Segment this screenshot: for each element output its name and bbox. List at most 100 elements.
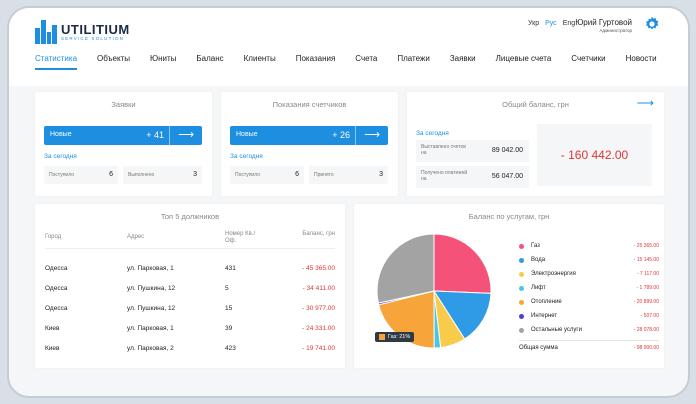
pie-slice-1[interactable] (433, 290, 492, 340)
row-city: Одесса (45, 285, 68, 292)
lang-ukr[interactable]: Укр (528, 20, 540, 27)
table-row[interactable]: Киев ул. Парковая, 2 423 - 19 741.00 (35, 340, 345, 360)
tab-clients[interactable]: Клиенты (243, 54, 276, 63)
bar-value: + 41 (146, 130, 164, 140)
row-number: 15 (225, 305, 233, 312)
legend-item[interactable]: Электроэнергия - 7 117.00 (519, 270, 659, 282)
col-address: Адрес (127, 234, 145, 240)
user-info[interactable]: Юрий Гуртовой Администратор (575, 18, 632, 33)
card-title: Общий баланс, грн (502, 100, 569, 109)
legend-item[interactable]: Вода - 15 145.00 (519, 256, 659, 268)
legend-value: - 1 789.00 (636, 285, 659, 291)
row-address: ул. Пушкина, 12 (127, 285, 176, 292)
table-row[interactable]: Одесса ул. Парковая, 1 431 - 45 365.00 (35, 260, 345, 280)
row-city: Киев (45, 345, 60, 352)
app-window: UTILITIUM SERVICE SOLUTION Укр Рус Eng Ю… (7, 6, 690, 398)
gear-icon[interactable] (644, 16, 660, 32)
lang-eng[interactable]: Eng (562, 20, 576, 27)
row-address: ул. Парковая, 1 (127, 325, 174, 332)
row-address: ул. Парковая, 1 (127, 265, 174, 272)
received-stat: Поступило 6 (44, 166, 118, 184)
paid-value: 56 047.00 (491, 173, 523, 180)
col-city: Город (45, 234, 62, 240)
tab-meters[interactable]: Счетчики (571, 54, 606, 63)
bar-label: Новые (236, 131, 258, 138)
new-requests-bar[interactable]: Новые + 41 ⟶ (44, 126, 202, 145)
total-row: Общая сумма - 98 900.00 (519, 344, 659, 356)
legend-value: - 20 899.00 (633, 299, 659, 305)
tab-readings[interactable]: Показания (295, 54, 336, 63)
brand-subtitle: SERVICE SOLUTION (61, 35, 125, 41)
tab-statistics[interactable]: Статистика (35, 54, 78, 70)
row-number: 423 (225, 345, 236, 352)
row-address: ул. Пушкина, 12 (127, 305, 176, 312)
tab-requests[interactable]: Заявки (449, 54, 476, 63)
table-row[interactable]: Киев ул. Парковая, 1 39 - 24 331.00 (35, 320, 345, 340)
logo[interactable]: UTILITIUM SERVICE SOLUTION (35, 20, 130, 44)
legend-label: Лифт (531, 285, 546, 291)
legend-item[interactable]: Остальные услуги - 28 078.00 (519, 326, 659, 338)
legend-value: - 25 365.00 (633, 243, 659, 249)
stat-value: 3 (379, 171, 383, 178)
total-value: - 98 900.00 (633, 345, 659, 351)
table-row[interactable]: Одесса ул. Пушкина, 12 5 - 34 411.00 (35, 280, 345, 300)
stat-value: 6 (295, 171, 299, 178)
legend-dot (519, 300, 524, 305)
pie-slice-0[interactable] (433, 233, 492, 294)
legend-item[interactable]: Газ - 25 365.00 (519, 242, 659, 254)
bar-value: + 26 (332, 130, 350, 140)
main-nav: Статистика Объекты Юниты Баланс Клиенты … (35, 54, 677, 70)
row-balance: - 24 331.00 (302, 325, 335, 332)
tab-objects[interactable]: Объекты (97, 54, 131, 63)
legend-label: Остальные услуги (531, 327, 582, 333)
arrow-right-icon[interactable]: ⟶ (178, 129, 194, 141)
services-balance-card: Баланс по услугам, грн Газ: 21% Газ - 25 … (354, 204, 664, 368)
legend-dot (519, 286, 524, 291)
user-name: Юрий Гуртовой (575, 18, 632, 27)
tab-payments[interactable]: Платежи (397, 54, 430, 63)
row-balance: - 19 741.00 (302, 345, 335, 352)
row-city: Киев (45, 325, 60, 332)
today-link[interactable]: За сегодня (416, 130, 449, 137)
meter-readings-card: Показания счетчиков Новые + 26 ⟶ За сего… (221, 92, 398, 196)
language-switcher: Укр Рус Eng (528, 20, 575, 27)
legend-dot (519, 258, 524, 263)
requests-card: Заявки Новые + 41 ⟶ За сегодня Поступило… (35, 92, 212, 196)
legend-label: Отопление (531, 299, 562, 305)
stat-label: Поступило (49, 172, 74, 178)
stat-label: Выполнено (128, 172, 155, 178)
legend-item[interactable]: Отопление - 20 899.00 (519, 298, 659, 310)
paid-label: Получено платежей на (421, 170, 468, 182)
table-row[interactable]: Одесса ул. Пушкина, 12 15 - 30 977.00 (35, 300, 345, 320)
tab-news[interactable]: Новости (625, 54, 657, 63)
top-debtors-card: Топ 5 должников Город Адрес Номер Кв./Оф… (35, 204, 345, 368)
tab-accounts[interactable]: Лицевые счета (495, 54, 552, 63)
today-link[interactable]: За сегодня (230, 153, 263, 160)
legend-item[interactable]: Лифт - 1 789.00 (519, 284, 659, 296)
legend-label: Интернет (531, 313, 558, 319)
total-balance-card: Общий баланс, грн ⟶ За сегодня Выставлен… (407, 92, 664, 196)
row-balance: - 45 365.00 (302, 265, 335, 272)
legend-item[interactable]: Интернет - 507.00 (519, 312, 659, 324)
billed-value: 89 042.00 (491, 147, 523, 154)
pie-slice-6[interactable] (376, 233, 435, 304)
done-stat: Выполнено 3 (123, 166, 202, 184)
new-readings-bar[interactable]: Новые + 26 ⟶ (230, 126, 388, 145)
tab-balance[interactable]: Баланс (196, 54, 224, 63)
lang-rus[interactable]: Рус (545, 20, 557, 27)
legend-label: Газ (531, 243, 540, 249)
legend-dot (519, 272, 524, 277)
user-role: Администратор (599, 28, 632, 33)
row-city: Одесса (45, 305, 68, 312)
arrow-right-icon[interactable]: ⟶ (636, 96, 654, 110)
accepted-stat: Принято 3 (309, 166, 388, 184)
today-link[interactable]: За сегодня (44, 153, 77, 160)
bar-label: Новые (50, 131, 72, 138)
tab-units[interactable]: Юниты (150, 54, 177, 63)
col-balance: Баланс, грн (302, 231, 335, 237)
arrow-right-icon[interactable]: ⟶ (364, 129, 380, 141)
total-balance-value: - 160 442.00 (537, 124, 652, 186)
pie-tooltip: Газ: 21% (375, 332, 415, 342)
legend-dot (519, 328, 524, 333)
tab-bills[interactable]: Счета (355, 54, 378, 63)
